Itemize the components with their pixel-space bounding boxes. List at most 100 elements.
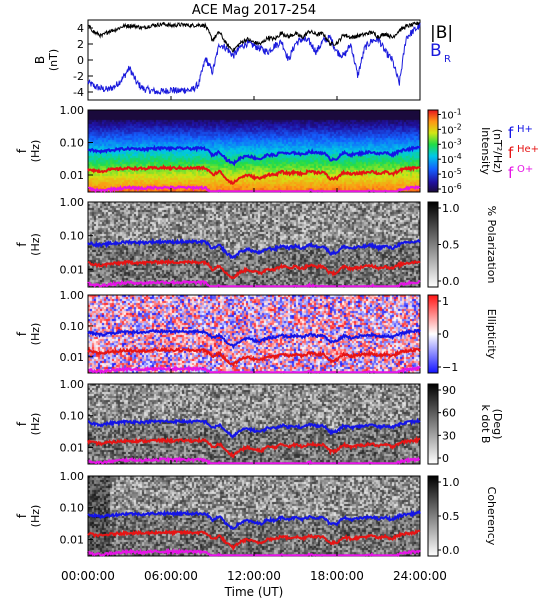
k-dot-b-panel: 1.00 0.10 0.01 f (Hz) 90 60 30 0 k dot B (Deg) [15,378,504,466]
ytick-label: 1.00 [60,378,85,391]
ylabel-unit: (Hz) [29,233,42,256]
colorbar-tick-label: 0.0 [442,544,460,557]
ytick-label: 0.01 [60,351,85,364]
colorbar-label: Coherency [485,487,498,546]
ellipticity-panel: 1.00 0.10 0.01 f (Hz) 1 0 −1 Ellipticity [15,289,498,375]
ylabel-unit: (Hz) [29,505,42,528]
fhe-gyro-line [87,164,421,185]
ytick-label: 0.01 [60,263,85,276]
b-field-panel: 420-2-4B (nT)|B|B R [33,19,453,101]
ytick-label: 1.00 [60,470,85,483]
ytick-label: 0.01 [60,533,85,546]
colorbar-tick-label: 0.5 [442,510,460,523]
colorbar-tick-label: 10-6 [441,182,462,196]
br-series-line [87,22,421,95]
ylabel-main: f [15,148,29,153]
ytick-label: 0.01 [60,441,85,454]
colorbar [427,109,439,193]
xtick-label: 24:00:00 [393,569,447,583]
legend-fo: f [508,164,514,182]
spectrogram-ylabel: f (Hz) [15,413,42,436]
fhe-gyro-line [87,346,421,368]
ylabel-unit: (Hz) [29,140,42,163]
colorbar-tick-label: 10-3 [441,137,462,151]
legend-fhe: f [508,144,514,162]
legend-fo-sub: O+ [517,164,533,175]
ytick-label: 1.00 [60,104,85,117]
x-axis-label: Time (UT) [224,585,284,599]
colorbar-label: % Polarization [485,206,498,284]
colorbar-label: k dot B (Deg) [479,405,504,444]
colorbar-tick-label: 0.0 [442,275,460,288]
xtick-label: 00:00:00 [61,569,115,583]
legend-b-total: |B| [430,23,453,43]
legend-br: B [430,41,442,61]
colorbar-label-main: % Polarization [485,206,498,284]
intensity-panel: 1.000.100.01f (Hz)10-110-210-310-410-510-… [15,104,539,196]
legend-fhe-sub: He+ [517,144,539,155]
b-ytick-label: 0 [77,54,84,67]
ytick-label: 0.10 [60,230,85,243]
colorbar-label-main: Ellipticity [485,309,498,360]
colorbar-label-main: k dot B [479,405,492,444]
colorbar-label-unit: (nT²/Hz) [491,129,504,173]
colorbar-tick-label: 0 [442,328,449,341]
colorbar-tick-label: 0 [442,452,449,465]
b-ytick-label: 2 [77,38,84,51]
spectrogram-ylabel: f (Hz) [15,505,42,528]
b-ytick-label: -2 [73,70,84,83]
xtick-label: 12:00:00 [227,569,281,583]
ylabel-main: f [15,331,29,336]
b-ylabel-unit: (nT) [47,49,60,71]
spectrogram-ylabel: f (Hz) [15,323,42,346]
colorbar [427,475,439,557]
ylabel-main: f [15,421,29,426]
ytick-label: 0.10 [60,137,85,150]
colorbar-tick-label: 0.5 [442,239,460,252]
ytick-label: 0.10 [60,320,85,333]
colorbar [427,201,439,288]
colorbar [427,294,439,374]
b-ylabel-main: B [33,56,47,64]
colorbar-label: Intensity (nT²/Hz) [479,127,504,175]
coherency-panel: 1.00 0.10 0.01 f (Hz) 1.0 0.5 0.0 Coherency [15,470,498,557]
xtick-label: 18:00:00 [310,569,364,583]
ytick-label: 0.10 [60,410,85,423]
fh-gyro-line [87,237,421,260]
ytick-label: 0.01 [60,169,85,182]
fh-gyro-line [87,417,421,439]
colorbar-tick-label: 90 [442,384,456,397]
chart-title: ACE Mag 2017-254 [192,3,316,18]
spectrogram-ylabel: f (Hz) [15,140,42,163]
ylabel-main: f [15,513,29,518]
colorbar-tick-label: 1.0 [442,202,460,215]
colorbar-tick-label: −1 [442,361,458,374]
colorbar-tick-label: 10-2 [441,122,462,136]
spectrogram-ylabel: f (Hz) [15,233,42,256]
time-axis: 00:00:00 06:00:00 12:00:00 18:00:00 24:00:00 [61,569,447,583]
ytick-label: 0.10 [60,502,85,515]
colorbar-label-main: Intensity [479,127,492,175]
b-ytick-label: -4 [73,86,84,99]
polarization-panel: 1.00 0.10 0.01 f (Hz) 1.0 0.5 0.0 % Polarization [15,196,498,289]
colorbar-label-main: Coherency [485,487,498,546]
legend-br-sub: R [444,54,451,65]
fhe-gyro-line [87,529,421,551]
ylabel-unit: (Hz) [29,413,42,436]
legend-fh: f [508,124,514,142]
fh-gyro-line [87,144,421,167]
fh-gyro-line [87,328,421,350]
ytick-label: 1.00 [60,196,85,209]
fhe-gyro-line [87,435,421,459]
b-ylabel: B (nT) [33,49,60,71]
fh-gyro-line [87,509,421,530]
colorbar-tick-label: 30 [442,429,456,442]
btotal-series-line [87,21,421,53]
colorbar-tick-label: 1 [442,295,449,308]
colorbar-tick-label: 1.0 [442,476,460,489]
colorbar-tick-label: 60 [442,407,456,420]
colorbar-tick-label: 10-5 [441,167,462,181]
colorbar-tick-label: 10-1 [441,107,462,121]
spectrogram-image [88,384,420,464]
